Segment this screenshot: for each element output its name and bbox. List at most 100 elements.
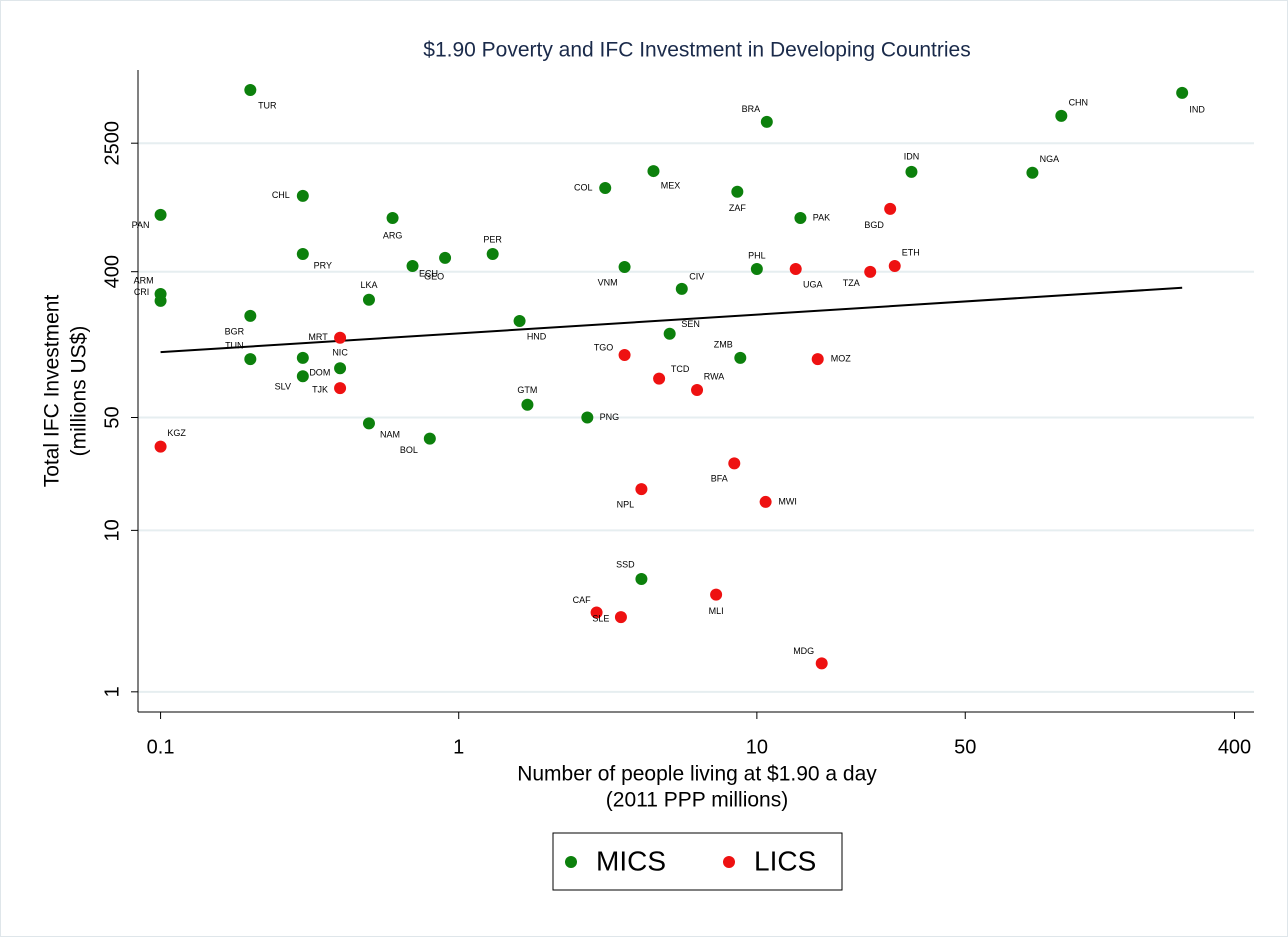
point-label: ARM (134, 275, 154, 285)
point (296, 370, 309, 383)
point (728, 457, 741, 470)
point-label: CIV (689, 271, 704, 281)
point-label: ZMB (714, 339, 733, 349)
point-label: SSD (616, 559, 635, 569)
legend-label: LICS (754, 845, 816, 876)
point-label: MOZ (831, 353, 851, 363)
point-label: DOM (309, 367, 330, 377)
point-label: BGR (225, 326, 245, 336)
x-tick-label: 1 (453, 736, 464, 758)
point-label: TJK (312, 385, 328, 395)
y-tick-label: 10 (101, 519, 123, 541)
point (296, 247, 309, 260)
point (731, 185, 744, 198)
point-label: MRT (308, 332, 328, 342)
point (362, 293, 375, 306)
point (154, 208, 167, 221)
point-label: NPL (617, 500, 635, 510)
legend-label: MICS (596, 845, 666, 876)
point-label: SLV (275, 382, 291, 392)
point-label: MDG (793, 646, 814, 656)
point-label: GTM (517, 385, 537, 395)
point-label: BGD (864, 220, 884, 230)
point-label: MEX (661, 180, 681, 190)
point (614, 611, 627, 624)
point-label: GEO (424, 271, 444, 281)
point-label: HND (527, 331, 547, 341)
point-label: NIC (332, 348, 348, 358)
point-label: PNG (600, 412, 620, 422)
point (244, 309, 257, 322)
point-label: UGA (803, 279, 823, 289)
point-label: PER (483, 234, 502, 244)
point (334, 362, 347, 375)
point (794, 212, 807, 225)
point (244, 83, 257, 96)
x-tick-label: 0.1 (147, 736, 175, 758)
point-label: TCD (671, 364, 690, 374)
point-label: IDN (904, 151, 920, 161)
point (811, 353, 824, 366)
x-tick-label: 10 (746, 736, 768, 758)
point (647, 165, 660, 178)
point-label: IND (1189, 104, 1205, 114)
point-label: ETH (902, 247, 920, 257)
point-label: CHL (272, 190, 290, 200)
point (362, 417, 375, 430)
x-tick-label: 400 (1218, 736, 1251, 758)
point-label: CRI (134, 287, 150, 297)
point-label: SLE (592, 614, 609, 624)
point-label: NGA (1040, 154, 1060, 164)
point-label: PAK (813, 212, 830, 222)
point (244, 353, 257, 366)
point (590, 606, 603, 619)
point (760, 115, 773, 128)
point (635, 483, 648, 496)
point-label: RWA (704, 371, 725, 381)
point (734, 351, 747, 364)
point-label: MLI (709, 606, 724, 616)
point (334, 382, 347, 395)
point (815, 657, 828, 670)
point (599, 181, 612, 194)
point-label: PAN (132, 220, 150, 230)
point (486, 247, 499, 260)
point (653, 372, 666, 385)
x-tick-label: 50 (954, 736, 976, 758)
point (864, 265, 877, 278)
point-label: ARG (383, 230, 403, 240)
point-label: LKA (360, 280, 377, 290)
point (663, 327, 676, 340)
point (513, 315, 526, 328)
point-label: TUN (225, 340, 244, 350)
point-label: CAF (573, 595, 592, 605)
point-label: TGO (594, 342, 614, 352)
legend-marker (723, 856, 735, 868)
x-axis-title: (2011 PPP millions) (606, 789, 788, 812)
point (759, 495, 772, 508)
point (1055, 109, 1068, 122)
point-label: SEN (681, 319, 700, 329)
point (296, 189, 309, 202)
point (618, 348, 631, 361)
y-tick-label: 2500 (101, 121, 123, 166)
point-label: BRA (742, 104, 761, 114)
point (296, 351, 309, 364)
point (905, 165, 918, 178)
point-label: CHN (1069, 97, 1089, 107)
y-tick-label: 1 (101, 686, 123, 697)
point (1026, 166, 1039, 179)
point (1176, 86, 1189, 99)
point-label: PHL (748, 250, 766, 260)
point-label: BOL (400, 445, 418, 455)
point-label: NAM (380, 430, 400, 440)
point (888, 259, 901, 272)
point (884, 202, 897, 215)
fit-line (160, 286, 1183, 354)
point (439, 251, 452, 264)
point-label: PRY (314, 260, 332, 270)
point (710, 588, 723, 601)
point (334, 331, 347, 344)
